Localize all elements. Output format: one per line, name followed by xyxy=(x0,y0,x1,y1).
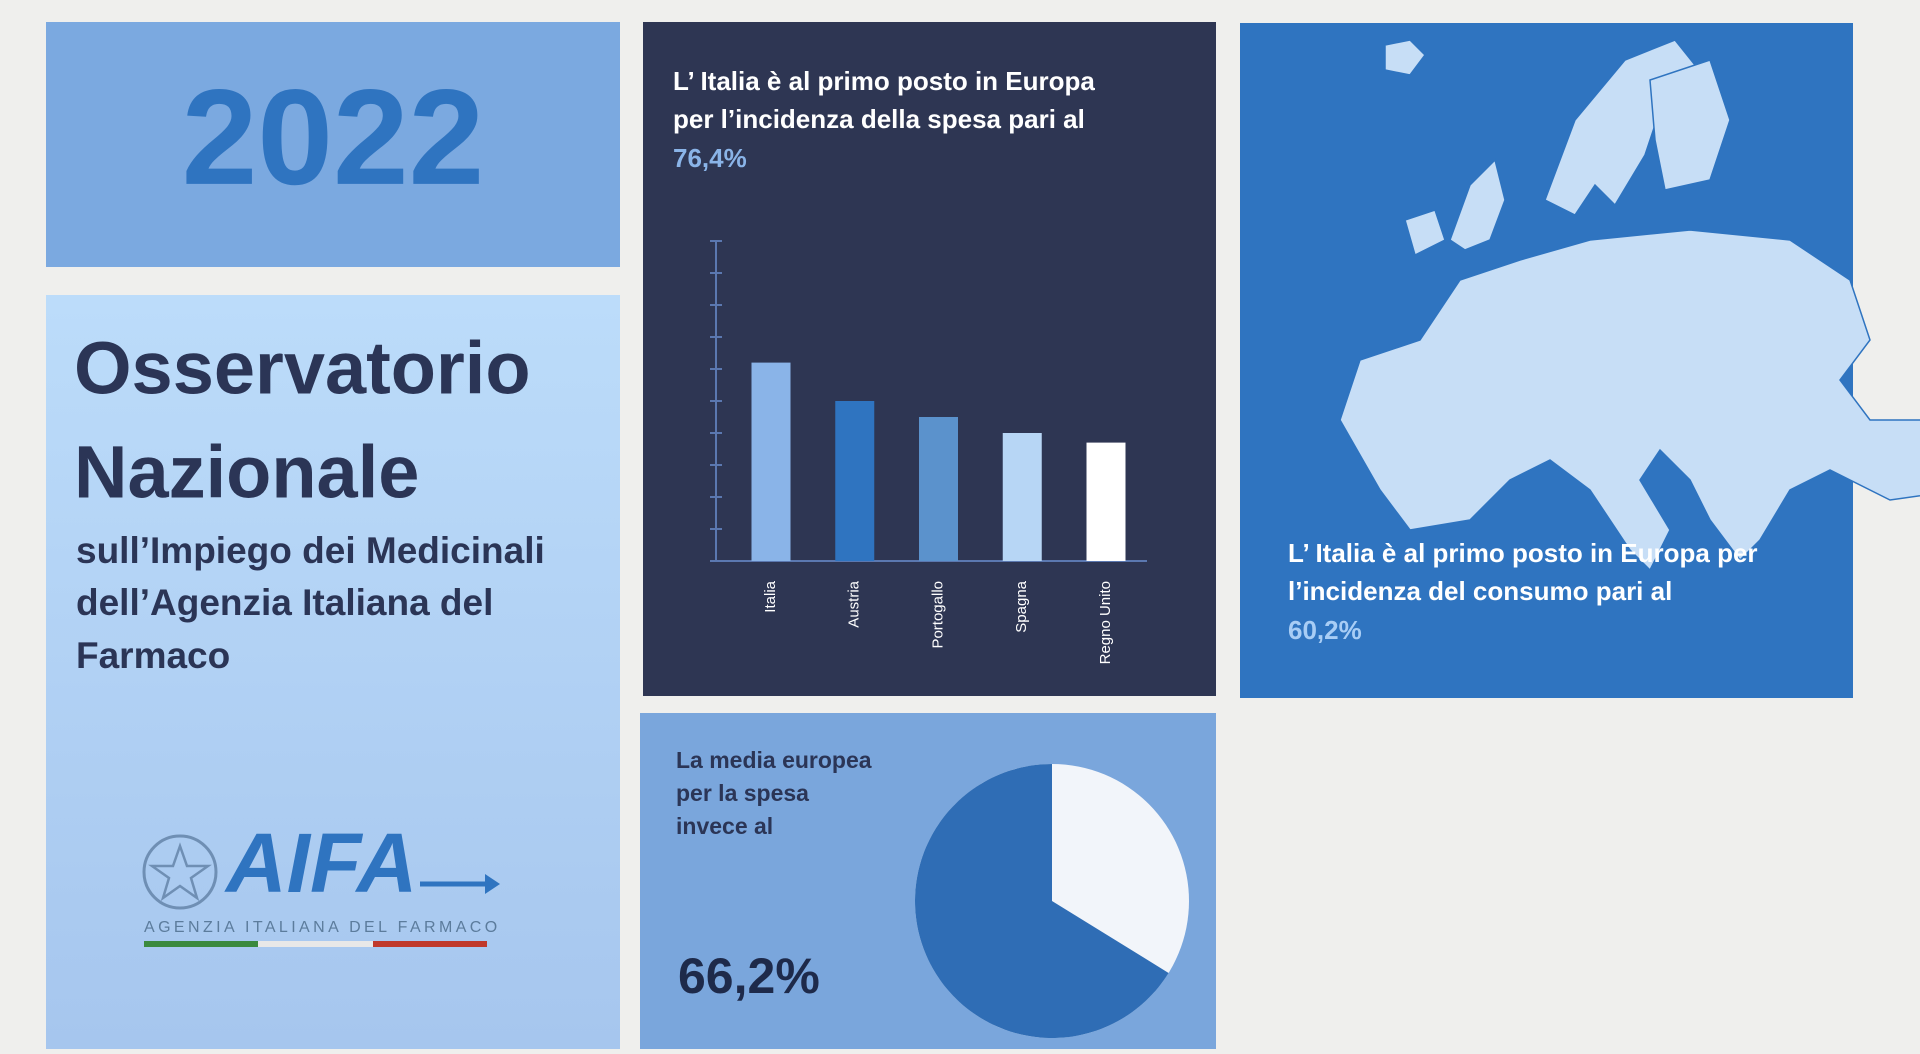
bar xyxy=(751,362,791,561)
pie-slice xyxy=(915,764,1169,1038)
continent xyxy=(1339,229,1920,572)
emblem xyxy=(142,834,218,910)
emblem-star xyxy=(148,842,212,902)
flag-green xyxy=(144,941,258,947)
ireland xyxy=(1404,209,1446,257)
year-panel xyxy=(46,22,620,267)
europe-map xyxy=(1339,39,1920,572)
logo-caption: AGENZIA ITALIANA DEL FARMACO xyxy=(144,919,501,936)
bar xyxy=(1086,442,1126,561)
intro-title: Nazionale xyxy=(74,431,419,514)
x-tick-label: Austria xyxy=(846,580,863,627)
logo-name: AIFA xyxy=(224,816,417,910)
intro-panel xyxy=(46,295,620,1049)
intro-subtitle: sull’Impiego dei Medicinali xyxy=(76,530,545,571)
iceland xyxy=(1384,39,1426,76)
flag-white xyxy=(258,941,373,947)
pie-text: per la spesa xyxy=(676,780,809,806)
pie-value-label: 66,2% xyxy=(678,948,820,1004)
bar xyxy=(1002,433,1042,561)
bar-highlight: 76,4% xyxy=(673,143,747,173)
flag-red xyxy=(373,941,487,947)
bar xyxy=(835,401,875,561)
x-tick-label: Spagna xyxy=(1013,580,1030,632)
logo-arrow-head xyxy=(485,874,500,894)
x-tick-label: Italia xyxy=(762,580,779,612)
pie-text: La media europea xyxy=(676,747,872,773)
map-text: l’incidenza del consumo pari al xyxy=(1288,576,1672,606)
pie-text: invece al xyxy=(676,813,773,839)
bar xyxy=(919,417,958,561)
map-highlight: 60,2% xyxy=(1288,615,1362,645)
britain xyxy=(1449,158,1506,251)
year: 2022 xyxy=(182,61,485,213)
finland xyxy=(1649,59,1731,191)
intro-title: Osservatorio xyxy=(74,327,531,410)
bar-panel xyxy=(643,22,1216,696)
intro-subtitle: dell’Agenzia Italiana del xyxy=(76,582,493,623)
logo: AIFA AGENZIA ITALIANA DEL FARMACO xyxy=(142,816,501,947)
x-tick-label: Portogallo xyxy=(929,581,946,649)
intro-subtitle: Farmaco xyxy=(76,635,230,676)
x-tick-label: Regno Unito xyxy=(1097,581,1114,664)
map-text: L’ Italia è al primo posto in Europa per xyxy=(1288,538,1758,568)
bar-title: per l’incidenza della spesa pari al xyxy=(673,104,1085,134)
bar-title: L’ Italia è al primo posto in Europa xyxy=(673,66,1095,96)
